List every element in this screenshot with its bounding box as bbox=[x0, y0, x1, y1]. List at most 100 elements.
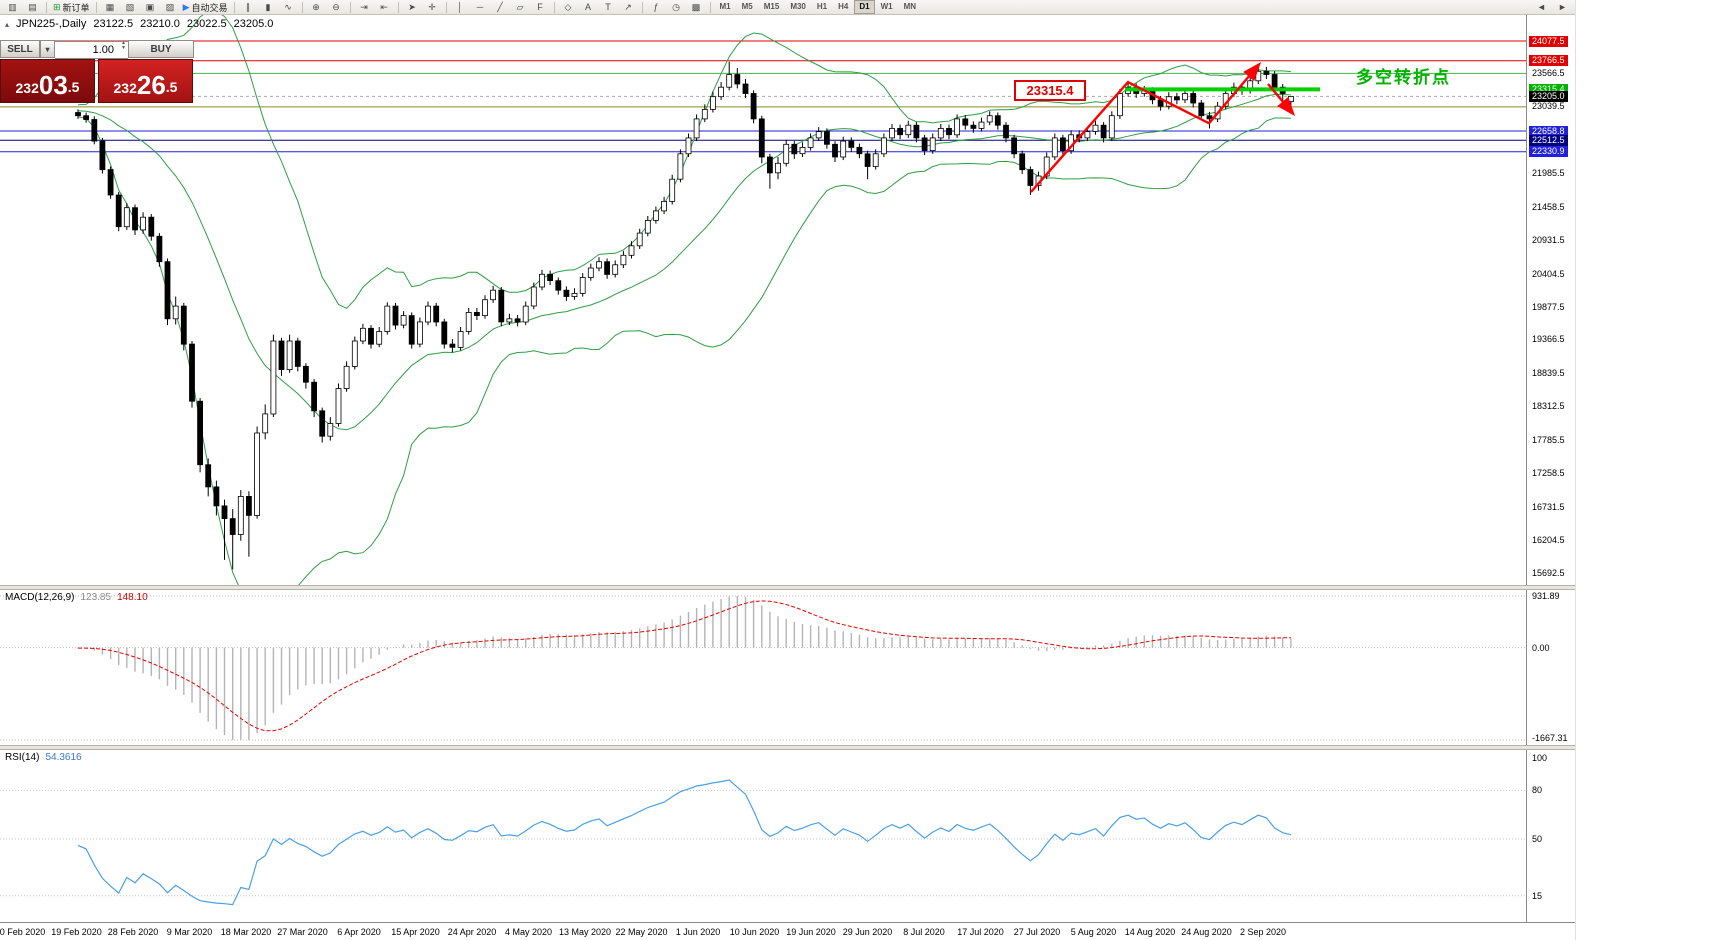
sell-price-lead: 232 bbox=[15, 80, 39, 96]
ohlc-high: 23210.0 bbox=[140, 18, 180, 30]
toolbar-separator bbox=[709, 1, 711, 13]
fibonacci-icon[interactable]: F bbox=[537, 1, 543, 12]
text-icon[interactable]: A bbox=[584, 1, 591, 12]
time-axis-label: 14 Aug 2020 bbox=[1124, 927, 1176, 937]
timeframe-m1[interactable]: M1 bbox=[719, 2, 731, 11]
auto-scroll-icon[interactable]: ⇥ bbox=[360, 1, 368, 12]
buy-price-display[interactable]: 232 26.5 bbox=[98, 59, 193, 103]
timeframe-m30[interactable]: M30 bbox=[790, 2, 806, 11]
timeframe-h4[interactable]: H4 bbox=[838, 2, 849, 11]
indicators-icon[interactable]: ƒ bbox=[653, 1, 659, 12]
time-axis-label: 8 Jul 2020 bbox=[903, 927, 945, 937]
price-scale-label: 23566.5 bbox=[1532, 67, 1565, 78]
equidistant-channel-icon[interactable]: ▱ bbox=[516, 1, 524, 12]
rsi-scale-label: 15 bbox=[1532, 890, 1543, 901]
macd-value-main: 123.85 bbox=[80, 592, 112, 603]
volume-input[interactable] bbox=[55, 41, 128, 59]
timeframe-d1[interactable]: D1 bbox=[854, 0, 875, 14]
time-axis-label: 17 Jul 2020 bbox=[957, 927, 1004, 937]
market-watch-icon[interactable]: ▦ bbox=[105, 1, 115, 12]
time-axis-label: 18 Mar 2020 bbox=[220, 927, 272, 937]
sell-price-display[interactable]: 232 03.5 bbox=[0, 59, 95, 103]
chart-profiles-icon[interactable]: ▤ bbox=[28, 1, 37, 12]
pane-separator[interactable] bbox=[0, 745, 1575, 750]
cursor-icon[interactable]: ➤ bbox=[408, 1, 416, 12]
timeframe-m5[interactable]: M5 bbox=[741, 2, 753, 11]
autotrading-button[interactable]: ▶ 自动交易 bbox=[182, 1, 228, 13]
new-chart-icon[interactable]: ▥ bbox=[8, 1, 17, 12]
price-scale-label: 22658.8 bbox=[1529, 125, 1568, 137]
new-order-button[interactable]: ⊞ 新订单 bbox=[53, 1, 90, 13]
buy-button[interactable]: BUY bbox=[128, 40, 194, 58]
time-axis-label: 1 Jun 2020 bbox=[675, 927, 721, 937]
bars-chart-icon[interactable]: ∥ bbox=[245, 1, 251, 12]
ohlc-close: 23205.0 bbox=[233, 18, 274, 30]
volume-spinner[interactable]: ▲ ▼ bbox=[121, 41, 126, 51]
toolbar-separator bbox=[301, 1, 303, 13]
trade-price-boxes: 232 03.5 232 26.5 bbox=[0, 59, 194, 103]
price-scale-label: 23039.5 bbox=[1532, 101, 1565, 112]
timeframe-m15[interactable]: M15 bbox=[763, 2, 780, 11]
time-axis-label: 9 Mar 2020 bbox=[166, 927, 213, 937]
periods-icon[interactable]: ◷ bbox=[672, 1, 680, 12]
shapes-icon[interactable]: ◇ bbox=[564, 1, 572, 12]
sell-price-frac: .5 bbox=[67, 79, 80, 95]
toolbar-separator bbox=[95, 1, 97, 13]
price-scale-label: 22330.9 bbox=[1529, 146, 1568, 158]
pivot-annotation-text[interactable]: 多空转折点 bbox=[1356, 68, 1451, 87]
price-scale-label: 23205.0 bbox=[1529, 90, 1568, 102]
price-scale-label: 15692.5 bbox=[1532, 567, 1565, 578]
price-chart[interactable] bbox=[0, 15, 1526, 585]
symbol-name: JPN225-,Daily bbox=[16, 18, 87, 30]
timeframe-h1[interactable]: H1 bbox=[816, 2, 828, 11]
rsi-scale-label: 80 bbox=[1532, 785, 1543, 796]
chart-mini-icon: ▴ bbox=[5, 19, 10, 29]
timeframe-w1[interactable]: W1 bbox=[880, 2, 893, 11]
order-type-dropdown[interactable]: ▾ bbox=[40, 40, 55, 58]
templates-icon[interactable]: ▩ bbox=[691, 1, 701, 12]
time-axis-label: 2 Sep 2020 bbox=[1239, 927, 1287, 937]
arrow-objects-icon[interactable]: ↗ bbox=[624, 1, 632, 12]
time-axis-label: 15 Apr 2020 bbox=[391, 927, 440, 937]
time-axis-label: 5 Aug 2020 bbox=[1070, 927, 1117, 937]
sell-button[interactable]: SELL bbox=[0, 40, 40, 58]
price-annotation-label[interactable]: 23315.4 bbox=[1014, 80, 1086, 101]
time-axis[interactable]: 10 Feb 2020 19 Feb 2020 28 Feb 2020 9 Mar 2… bbox=[0, 922, 1575, 940]
chart-window: ▥ ▤ ⊞ 新订单 ▦ ▧ ▣ ▨ ▶ 自动交易 ∥ ▮ ∿ ⊕ ⊖ ⇥ ⇤ ➤ ✛ │ ─ ╱ ▱ F ◇ A T ↗ ƒ ◷ ▩ M1 M5… bbox=[0, 0, 1576, 940]
macd-indicator-pane[interactable] bbox=[0, 590, 1526, 745]
candlestick-chart-icon[interactable]: ▮ bbox=[265, 1, 271, 12]
chart-shift-icon[interactable]: ⇤ bbox=[380, 1, 388, 12]
macd-scale-max: 931.89 bbox=[1532, 591, 1560, 601]
price-scale-label: 17258.5 bbox=[1532, 468, 1565, 479]
expand-panel-icon[interactable]: ► bbox=[1558, 2, 1567, 12]
buy-price-big: 26 bbox=[136, 70, 166, 100]
price-axis-divider bbox=[1526, 15, 1527, 922]
terminal-icon[interactable]: ▨ bbox=[165, 1, 175, 12]
zoom-in-icon[interactable]: ⊕ bbox=[312, 1, 320, 12]
time-axis-label: 19 Feb 2020 bbox=[51, 927, 102, 937]
price-scale-label: 18312.5 bbox=[1532, 401, 1565, 412]
horizontal-line-icon[interactable]: ─ bbox=[476, 1, 484, 12]
trendline-icon[interactable]: ╱ bbox=[497, 1, 503, 12]
symbol-ohlc-header: ▴ JPN225-,Daily 23122.5 23210.0 23022.5 … bbox=[5, 18, 273, 30]
macd-scale-zero: 0.00 bbox=[1532, 642, 1550, 653]
price-scale-label: 17785.5 bbox=[1532, 434, 1565, 445]
pane-separator[interactable] bbox=[0, 585, 1575, 590]
zoom-out-icon[interactable]: ⊖ bbox=[332, 1, 340, 12]
vertical-line-icon[interactable]: │ bbox=[457, 1, 463, 12]
line-chart-icon[interactable]: ∿ bbox=[284, 1, 292, 12]
navigator-icon[interactable]: ▣ bbox=[145, 1, 155, 12]
text-label-icon[interactable]: T bbox=[605, 1, 611, 12]
buy-price-frac: .5 bbox=[165, 79, 178, 95]
main-toolbar: ▥ ▤ ⊞ 新订单 ▦ ▧ ▣ ▨ ▶ 自动交易 ∥ ▮ ∿ ⊕ ⊖ ⇥ ⇤ ➤ ✛ │ ─ ╱ ▱ F ◇ A T ↗ ƒ ◷ ▩ M1 M5… bbox=[0, 0, 1575, 15]
timeframe-mn[interactable]: MN bbox=[903, 2, 917, 11]
spin-up-icon[interactable]: ▲ bbox=[121, 40, 126, 46]
macd-name: MACD(12,26,9) bbox=[5, 592, 75, 603]
crosshair-icon[interactable]: ✛ bbox=[428, 1, 436, 12]
dock-panel-icon[interactable]: ◄ bbox=[1537, 2, 1546, 12]
rsi-indicator-pane[interactable] bbox=[0, 750, 1526, 922]
toolbar-separator bbox=[349, 1, 351, 13]
toolbar-separator bbox=[233, 1, 235, 13]
data-window-icon[interactable]: ▧ bbox=[125, 1, 135, 12]
spin-down-icon[interactable]: ▼ bbox=[121, 45, 126, 51]
